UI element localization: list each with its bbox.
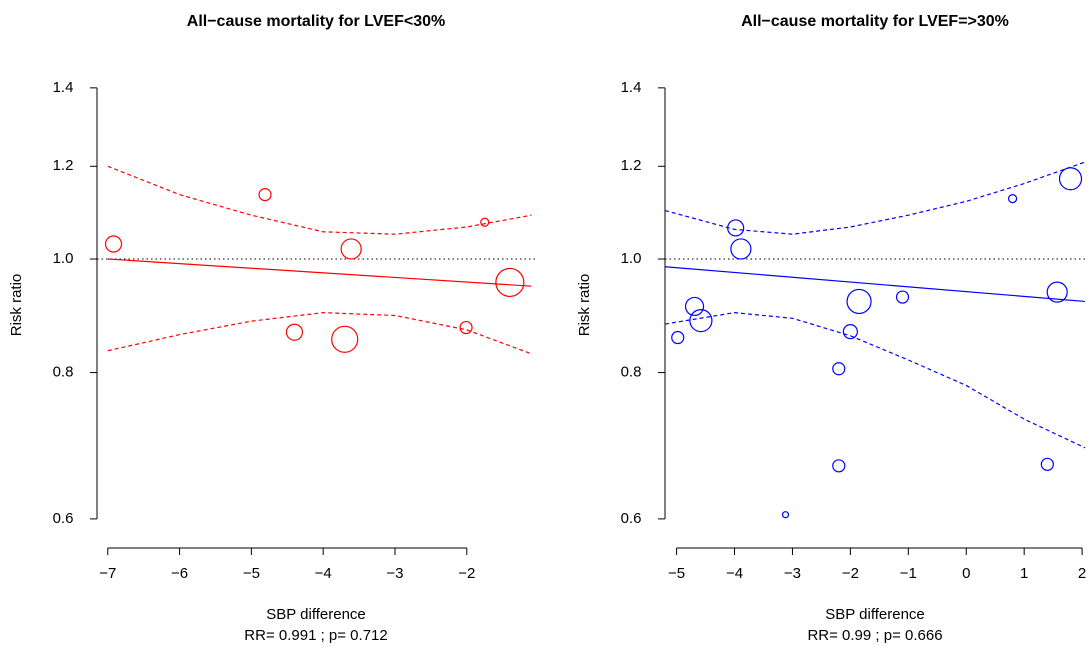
y-axis-label: Risk ratio (576, 274, 593, 337)
x-tick-label: −4 (315, 565, 332, 582)
y-tick-label: 1.2 (53, 157, 74, 174)
y-tick-label: 0.6 (621, 510, 642, 527)
bubble (781, 511, 790, 519)
ci-lower-line (107, 312, 532, 355)
x-tick-label: −3 (784, 565, 801, 582)
chart-title: All−cause mortality for LVEF<30% (187, 13, 445, 30)
bubble (689, 309, 713, 333)
bubble (331, 325, 359, 353)
bubble (895, 290, 910, 304)
x-tick-label: −7 (99, 565, 116, 582)
bubble (1007, 194, 1018, 204)
x-tick-label: −5 (243, 565, 260, 582)
bubble (459, 320, 473, 335)
regression-line (107, 258, 532, 287)
x-tick-label: −1 (900, 565, 917, 582)
bubble (1040, 457, 1054, 471)
y-tick-label: 1.4 (53, 79, 74, 96)
bubble (340, 238, 362, 260)
x-tick-label: −2 (458, 565, 475, 582)
x-axis-label: SBP difference (266, 606, 366, 623)
y-tick-label: 1.0 (53, 250, 74, 267)
y-tick-label: 1.0 (621, 250, 642, 267)
subtitle: RR= 0.99 ; p= 0.666 (807, 627, 942, 644)
bubble (727, 219, 745, 237)
bubble (730, 238, 752, 260)
bubble (480, 217, 490, 227)
bubble (832, 459, 846, 473)
ci-upper-line (664, 161, 1086, 235)
x-tick-label: −6 (171, 565, 188, 582)
ci-lower-line (664, 312, 1086, 449)
bubble (285, 323, 304, 341)
x-axis-label: SBP difference (825, 606, 925, 623)
bubble (832, 362, 846, 376)
x-tick-label: 1 (1020, 565, 1028, 582)
y-axis-label: Risk ratio (8, 274, 25, 337)
bubble (671, 330, 685, 345)
x-tick-label: −5 (668, 565, 685, 582)
bubble (495, 267, 525, 298)
bubble (258, 188, 272, 202)
y-tick-label: 0.8 (621, 364, 642, 381)
y-tick-label: 0.8 (53, 364, 74, 381)
bubble (1058, 167, 1083, 191)
regression-line (664, 266, 1086, 303)
y-tick-label: 0.6 (53, 510, 74, 527)
x-tick-label: 2 (1078, 565, 1086, 582)
x-tick-label: −2 (842, 565, 859, 582)
bubble (846, 288, 872, 315)
bubble (684, 296, 705, 317)
chart-title: All−cause mortality for LVEF=>30% (741, 13, 1009, 30)
x-tick-label: 0 (962, 565, 970, 582)
x-tick-label: −3 (386, 565, 403, 582)
bubble (1046, 281, 1068, 303)
y-tick-label: 1.2 (621, 157, 642, 174)
bubble (842, 324, 858, 340)
ci-upper-line (107, 165, 532, 235)
y-tick-label: 1.4 (621, 79, 642, 96)
bubble (104, 235, 123, 253)
subtitle: RR= 0.991 ; p= 0.712 (244, 627, 387, 644)
x-tick-label: −4 (726, 565, 743, 582)
